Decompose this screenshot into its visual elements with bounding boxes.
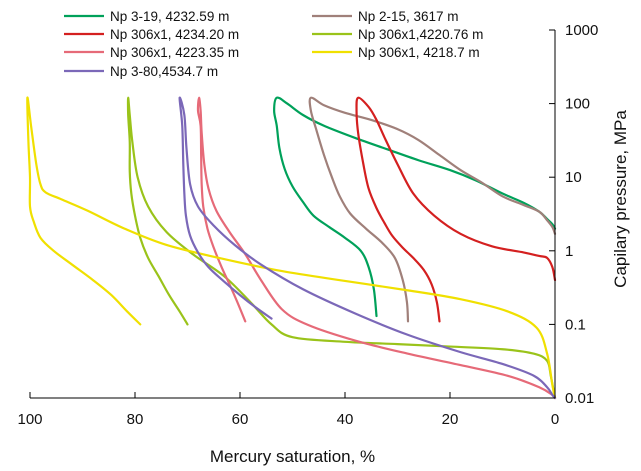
x-tick-label: 20 [442, 411, 459, 428]
x-axis-title: Mercury saturation, % [210, 447, 375, 466]
x-tick-label: 60 [232, 411, 249, 428]
series-line-np-3-19-4232-59-m [273, 96, 557, 318]
x-tick-label: 80 [127, 411, 144, 428]
legend-label: Np 306x1, 4218.7 m [358, 45, 480, 60]
series-line-np-306x1-4218-7-m [26, 96, 557, 400]
legend: Np 3-19, 4232.59 m Np 2-15, 3617 m Np 306x… [64, 9, 483, 79]
y-tick-label: 1 [565, 243, 573, 260]
series-line-np-306x1-4223-35-m [196, 96, 557, 400]
legend-label: Np 2-15, 3617 m [358, 9, 459, 24]
x-tick-label: 100 [17, 411, 42, 428]
series-line-np-306x1-4220-76-m [126, 96, 557, 400]
series-line-np-306x1-4234-20-m [355, 96, 557, 323]
x-tick-label: 40 [337, 411, 354, 428]
legend-label: Np 306x1,4220.76 m [358, 27, 483, 42]
series-line-np-3-80-4534-7-m [178, 96, 557, 400]
y-tick-label: 0.1 [565, 316, 586, 333]
legend-label: Np 3-19, 4232.59 m [110, 9, 229, 24]
x-axis-ticks: 100 80 60 40 20 0 [17, 392, 559, 428]
x-tick-label: 0 [551, 411, 559, 428]
legend-label: Np 306x1, 4223.35 m [110, 45, 239, 60]
y-tick-label: 10 [565, 169, 582, 186]
y-tick-label: 100 [565, 96, 590, 113]
y-tick-label: 0.01 [565, 390, 594, 407]
y-axis-title: Capilary pressure, MPa [611, 110, 630, 288]
series-line-np-2-15-3617-m [308, 96, 557, 323]
legend-label: Np 306x1, 4234.20 m [110, 27, 239, 42]
chart-axes [30, 30, 556, 399]
plot-curves [26, 96, 557, 400]
y-tick-label: 1000 [565, 22, 598, 39]
y-axis-ticks: 0.01 0.1 1 10 100 1000 [549, 22, 598, 407]
legend-label: Np 3-80,4534.7 m [110, 64, 218, 79]
